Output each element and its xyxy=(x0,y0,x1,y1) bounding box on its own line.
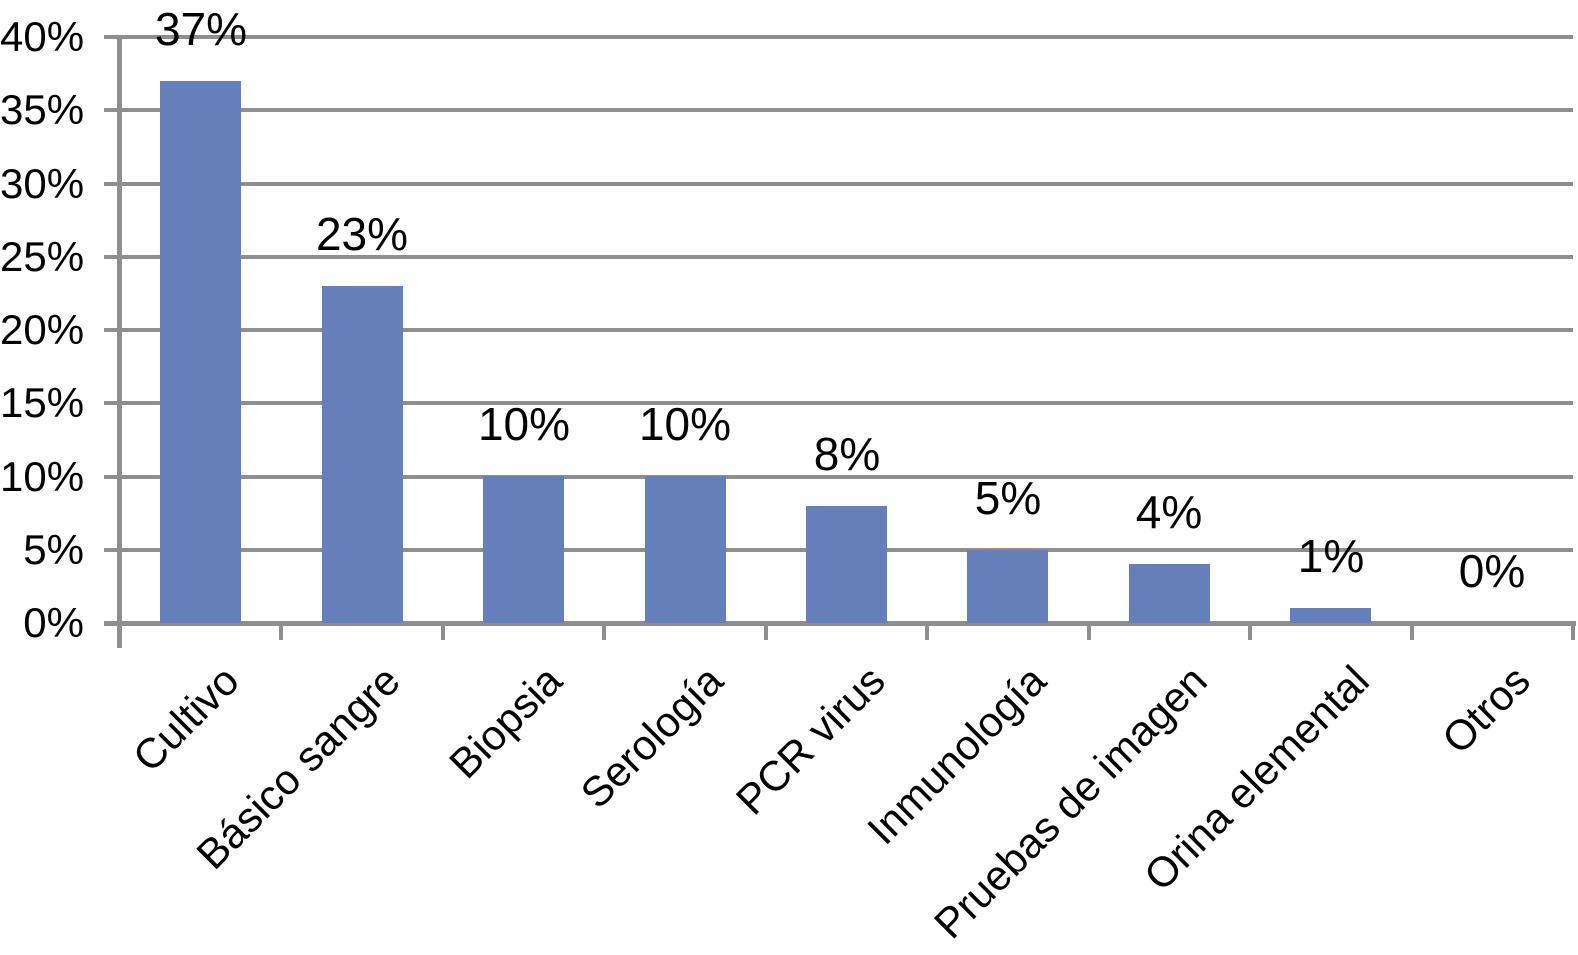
bar-value-label-serologia: 10% xyxy=(638,398,732,450)
gridline-15pct xyxy=(104,401,1573,406)
bar-value-label-orina-elemental: 1% xyxy=(1297,530,1365,582)
y-axis-tick-label-40pct: 40% xyxy=(0,13,85,60)
x-axis-tick xyxy=(925,623,930,640)
gridline-40pct xyxy=(104,35,1573,39)
y-axis-tick-label-15pct: 15% xyxy=(0,379,85,427)
bar-value-label-biopsia: 10% xyxy=(477,398,571,450)
x-axis-tick xyxy=(440,623,445,640)
y-axis-tick-label-20pct: 20% xyxy=(0,306,85,353)
y-axis-tick-label-0pct: 0% xyxy=(23,599,84,646)
bar-pcr-virus xyxy=(806,506,887,623)
bar-basico-sangre xyxy=(322,286,403,623)
bar-value-label-basico-sangre: 23% xyxy=(315,208,409,260)
bar-cultivo xyxy=(160,81,241,623)
bar-value-label-pruebas-de-imagen: 4% xyxy=(1135,486,1203,538)
bar-value-label-inmunologia: 5% xyxy=(974,472,1042,524)
bar-orina-elemental xyxy=(1290,608,1371,623)
y-axis-tick-label-30pct: 30% xyxy=(0,159,85,207)
bar-serologia xyxy=(645,476,726,623)
bar-biopsia xyxy=(483,476,564,623)
gridline-10pct xyxy=(104,474,1573,479)
gridline-30pct xyxy=(104,181,1573,186)
bar-pruebas-de-imagen xyxy=(1129,564,1210,623)
x-axis-tick xyxy=(763,623,768,640)
y-axis-line xyxy=(117,35,122,648)
y-axis-tick-label-10pct: 10% xyxy=(0,452,85,500)
x-axis-tick xyxy=(1248,623,1253,640)
gridline-20pct xyxy=(104,328,1573,332)
y-axis-tick-label-25pct: 25% xyxy=(0,232,85,280)
y-axis-tick-label-5pct: 5% xyxy=(23,525,84,573)
x-axis-tick xyxy=(1571,623,1575,640)
gridline-25pct xyxy=(104,254,1573,259)
bar-inmunologia xyxy=(967,550,1048,623)
x-axis-tick xyxy=(279,623,284,640)
x-axis-tick xyxy=(118,623,122,640)
bar-value-label-cultivo: 37% xyxy=(154,3,248,55)
x-axis-tick xyxy=(1409,623,1414,640)
bar-value-label-otros: 0% xyxy=(1458,545,1526,597)
gridline-35pct xyxy=(104,108,1573,113)
x-axis-line xyxy=(104,621,1576,626)
x-axis-tick xyxy=(1086,623,1091,640)
bar-value-label-pcr-virus: 8% xyxy=(813,428,881,480)
y-axis-tick-label-35pct: 35% xyxy=(0,86,85,134)
x-axis-tick xyxy=(602,623,607,640)
